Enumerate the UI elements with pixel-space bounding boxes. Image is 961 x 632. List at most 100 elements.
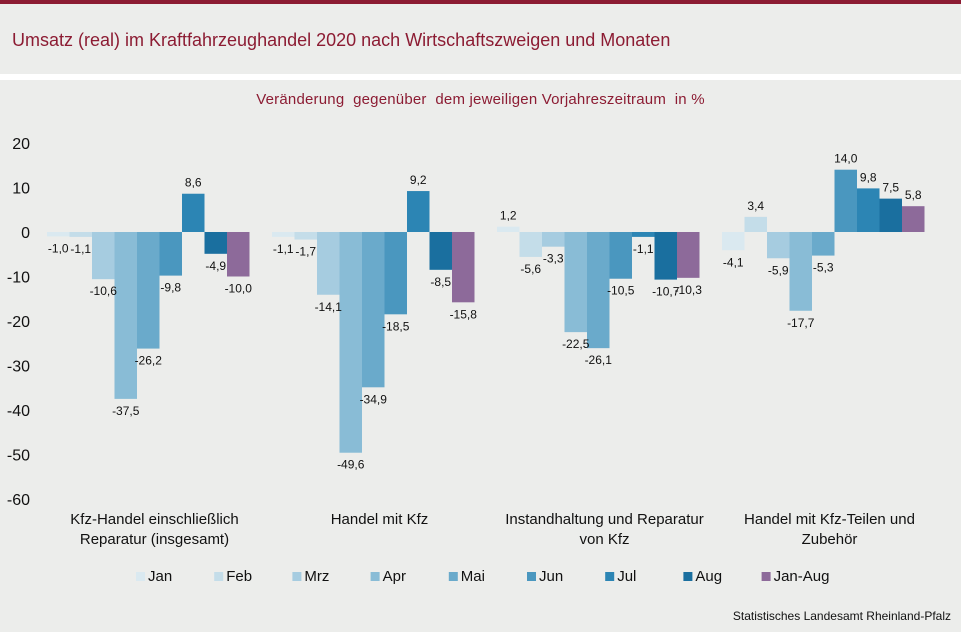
legend-label: Jan-Aug — [774, 568, 830, 585]
legend-swatch — [605, 572, 615, 581]
bar-mai — [587, 232, 610, 349]
data-label: -1,1 — [273, 242, 294, 256]
data-label: -5,3 — [813, 261, 834, 275]
bar-jan-aug — [677, 232, 700, 278]
data-label: -34,9 — [360, 392, 388, 406]
bar-apr — [564, 232, 587, 333]
data-label: -1,1 — [633, 242, 654, 256]
bar-feb — [519, 232, 542, 257]
bar-jul — [182, 193, 205, 232]
page-title: Umsatz (real) im Kraftfahrzeughandel 202… — [12, 30, 671, 50]
y-tick-label: 0 — [21, 225, 30, 242]
bar-jan-aug — [452, 232, 475, 303]
bar-apr — [114, 232, 137, 399]
y-tick-label: -20 — [7, 314, 30, 331]
category-label: Instandhaltung und Reparatur — [505, 511, 703, 528]
legend-label: Jan — [148, 568, 172, 585]
y-tick-label: 10 — [12, 181, 30, 198]
bar-jul — [632, 232, 655, 237]
data-label: -14,1 — [315, 300, 343, 314]
bar-jun — [834, 169, 857, 232]
bar-aug — [204, 232, 227, 254]
data-label: 9,8 — [860, 170, 877, 184]
data-label: -17,7 — [787, 316, 815, 330]
data-label: -49,6 — [337, 458, 365, 472]
bar-mrz — [767, 232, 790, 259]
category-label: Handel mit Kfz-Teilen und — [744, 511, 915, 528]
data-label: -5,6 — [520, 262, 541, 276]
category-label: Kfz-Handel einschließlich — [70, 511, 238, 528]
data-label: -5,9 — [768, 263, 789, 277]
legend-swatch — [292, 572, 302, 581]
bar-jan — [272, 232, 295, 237]
bar-aug — [654, 232, 677, 280]
data-label: -8,5 — [430, 275, 451, 289]
legend: Jan Feb Mrz Apr Mai Jun Jul Aug Jan-Aug — [136, 568, 829, 585]
category-label: Zubehör — [802, 531, 858, 548]
bar-jan — [47, 232, 70, 237]
data-label: -1,7 — [295, 245, 316, 259]
x-axis: Kfz-Handel einschließlich Reparatur (insg… — [70, 511, 915, 548]
bar-mai — [362, 232, 385, 388]
data-label: -22,5 — [562, 337, 590, 351]
top-accent-line — [0, 0, 961, 4]
bar-jan-aug — [902, 206, 925, 232]
legend-label: Mai — [461, 568, 485, 585]
data-label: -1,0 — [48, 241, 69, 255]
legend-swatch — [370, 572, 380, 581]
data-label: -37,5 — [112, 404, 140, 418]
bar-mrz — [317, 232, 340, 295]
legend-label: Jun — [539, 568, 563, 585]
data-label: 9,2 — [410, 173, 427, 187]
bar-feb — [69, 232, 92, 237]
data-label: 3,4 — [747, 199, 764, 213]
bar-aug — [429, 232, 452, 270]
y-axis: 20 10 0 -10 -20 -30 -40 -50 -60 — [7, 136, 30, 509]
legend-swatch — [214, 572, 224, 581]
data-label: 7,5 — [882, 181, 899, 195]
legend-label: Aug — [695, 568, 722, 585]
data-label: -10,3 — [675, 283, 703, 297]
data-label: -4,1 — [723, 255, 744, 269]
category-label: von Kfz — [579, 531, 629, 548]
bar-aug — [879, 198, 902, 233]
y-tick-label: -10 — [7, 270, 30, 287]
y-tick-label: 20 — [12, 136, 30, 153]
data-label: -26,1 — [585, 353, 613, 367]
bar-mai — [812, 232, 835, 256]
bar-jun — [159, 232, 182, 276]
data-label: 14,0 — [834, 152, 858, 166]
bars — [47, 169, 925, 453]
bar-mai — [137, 232, 160, 349]
category-label: Handel mit Kfz — [331, 511, 429, 528]
y-tick-label: -50 — [7, 448, 30, 465]
category-label: Reparatur (insgesamt) — [80, 531, 229, 548]
legend-swatch — [448, 572, 458, 581]
legend-label: Jul — [617, 568, 636, 585]
data-label: -10,5 — [607, 284, 635, 298]
header-divider — [0, 74, 961, 80]
bar-jan — [497, 226, 520, 232]
data-label: -10,7 — [652, 285, 680, 299]
legend-label: Feb — [226, 568, 252, 585]
data-label: 8,6 — [185, 176, 202, 190]
data-label: 1,2 — [500, 209, 517, 223]
bar-apr — [789, 232, 812, 311]
bar-mrz — [92, 232, 115, 280]
y-tick-label: -60 — [7, 492, 30, 509]
data-label: -15,8 — [450, 307, 478, 321]
legend-label: Mrz — [304, 568, 329, 585]
bar-feb — [294, 232, 317, 240]
bar-jun — [609, 232, 632, 279]
data-labels: -1,0 -1,1-10,6-37,5-26,2-9,88,6-4,9-10,0-… — [48, 152, 922, 472]
data-label: -3,3 — [543, 252, 564, 266]
bar-jun — [384, 232, 407, 315]
bar-jan-aug — [227, 232, 250, 277]
data-label: -10,6 — [90, 284, 118, 298]
data-label: 5,8 — [905, 188, 922, 202]
data-label: -26,2 — [135, 354, 163, 368]
legend-swatch — [527, 572, 536, 581]
source-note: Statistisches Landesamt Rheinland-Pfalz — [732, 609, 951, 623]
bar-jul — [407, 191, 430, 232]
